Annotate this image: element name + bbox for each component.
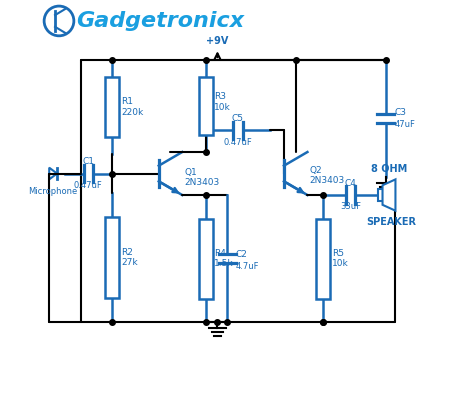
Text: R1
220k: R1 220k [122, 97, 144, 117]
Polygon shape [383, 179, 395, 211]
Bar [199, 77, 213, 135]
Text: R2
27k: R2 27k [122, 248, 138, 268]
Text: C4: C4 [345, 179, 356, 188]
Text: 0.47uF: 0.47uF [224, 138, 252, 147]
Text: C1: C1 [82, 158, 94, 167]
Text: Q2
2N3403: Q2 2N3403 [310, 166, 345, 185]
Bar [105, 217, 119, 298]
Text: C5: C5 [232, 114, 244, 123]
Text: R3
10k: R3 10k [214, 93, 231, 112]
Bar [316, 219, 330, 299]
Text: R4
1.5k: R4 1.5k [214, 249, 234, 268]
Text: C3: C3 [394, 108, 406, 117]
Text: C2: C2 [236, 250, 248, 259]
Text: 33uF: 33uF [340, 202, 361, 211]
Text: Gadgetronicx: Gadgetronicx [77, 11, 245, 31]
Text: 4.7uF: 4.7uF [236, 262, 259, 271]
Text: 8 OHM: 8 OHM [372, 164, 408, 173]
Bar [105, 78, 119, 137]
Bar [199, 219, 213, 299]
Text: R5
10k: R5 10k [332, 249, 348, 268]
Text: 47uF: 47uF [394, 120, 415, 129]
Polygon shape [49, 168, 57, 179]
Text: Microphone: Microphone [28, 187, 78, 196]
Bar [378, 189, 383, 201]
Text: 0.47uF: 0.47uF [74, 180, 103, 190]
Text: SPEAKER: SPEAKER [366, 217, 417, 227]
Text: +9V: +9V [206, 36, 228, 46]
Text: Q1
2N3403: Q1 2N3403 [184, 168, 219, 187]
